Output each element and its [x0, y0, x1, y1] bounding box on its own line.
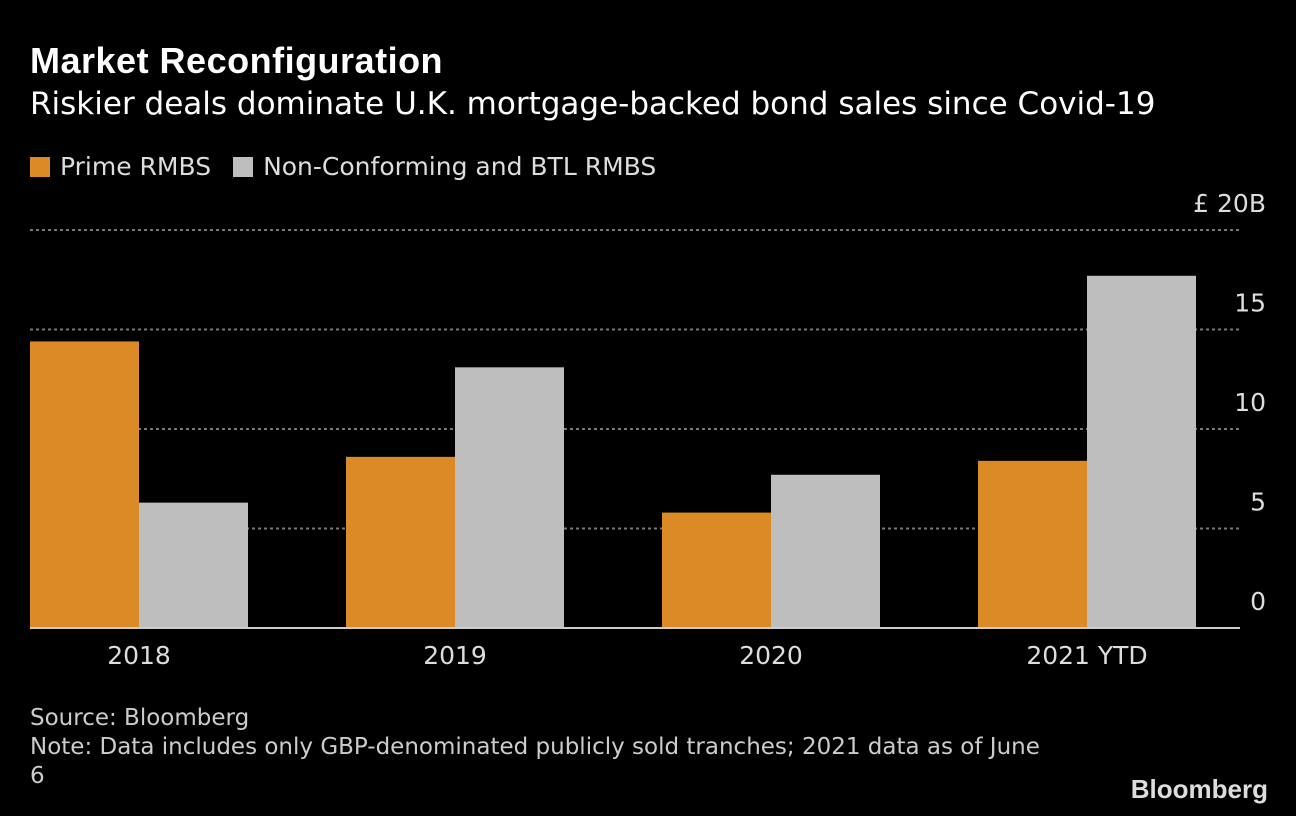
- footer: Source: Bloomberg Note: Data includes on…: [30, 704, 1060, 791]
- note-text: Note: Data includes only GBP-denominated…: [30, 734, 1040, 789]
- legend-swatch-nonconforming: [233, 156, 254, 177]
- x-tick-label: 2021 YTD: [1026, 641, 1147, 670]
- bar-nonconforming: [771, 474, 880, 628]
- legend-label-nonconforming: Non-Conforming and BTL RMBS: [263, 152, 657, 181]
- bar-prime: [30, 341, 139, 628]
- legend: Prime RMBS Non-Conforming and BTL RMBS: [30, 152, 678, 181]
- legend-item-nonconforming: Non-Conforming and BTL RMBS: [233, 152, 656, 181]
- y-tick-label: 15: [1234, 289, 1266, 318]
- bar-prime: [978, 460, 1087, 628]
- y-tick-label: £ 20B: [1193, 189, 1266, 218]
- legend-label-prime: Prime RMBS: [60, 152, 212, 181]
- bar-nonconforming: [455, 367, 564, 628]
- bar-prime: [346, 456, 455, 628]
- chart-subtitle: Riskier deals dominate U.K. mortgage-bac…: [30, 86, 1156, 122]
- bar-prime: [662, 512, 771, 628]
- legend-item-prime: Prime RMBS: [30, 152, 211, 181]
- x-tick-label: 2019: [423, 641, 487, 670]
- y-tick-label: 10: [1234, 388, 1266, 417]
- x-tick-label: 2018: [107, 641, 171, 670]
- x-tick-label: 2020: [739, 641, 803, 670]
- y-tick-label: 5: [1250, 488, 1266, 517]
- legend-swatch-prime: [30, 156, 50, 177]
- y-tick-label: 0: [1250, 587, 1266, 616]
- bar-nonconforming: [1087, 275, 1196, 628]
- source-text: Source: Bloomberg: [30, 705, 250, 731]
- bloomberg-logo: Bloomberg: [1130, 774, 1268, 804]
- chart-title: Market Reconfiguration: [30, 40, 444, 81]
- bar-nonconforming: [139, 502, 248, 628]
